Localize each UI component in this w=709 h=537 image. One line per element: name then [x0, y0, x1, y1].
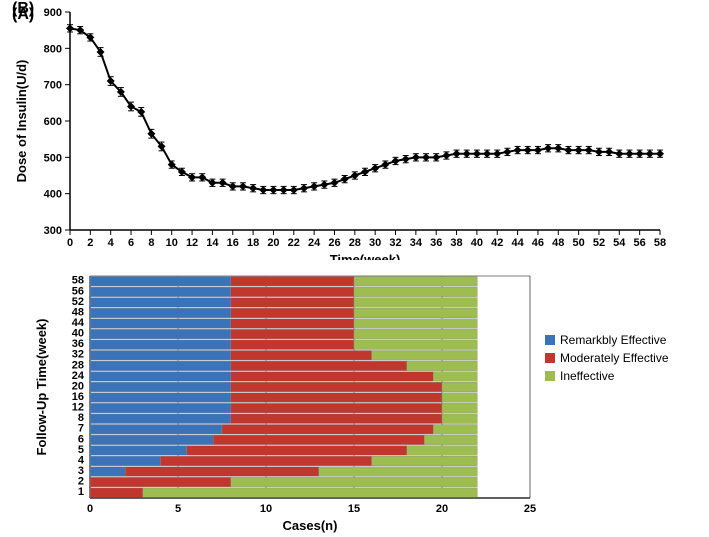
svg-text:18: 18 — [247, 237, 259, 249]
svg-text:4: 4 — [78, 454, 85, 466]
svg-text:6: 6 — [128, 237, 134, 249]
svg-text:44: 44 — [72, 317, 85, 329]
panel-b-chart: 0510152025123456781216202428323640444852… — [0, 260, 709, 537]
svg-text:3: 3 — [78, 465, 84, 477]
svg-text:52: 52 — [72, 296, 84, 308]
svg-text:28: 28 — [72, 359, 84, 371]
svg-text:56: 56 — [72, 285, 84, 297]
svg-text:56: 56 — [634, 237, 646, 249]
svg-text:12: 12 — [72, 402, 84, 414]
svg-text:48: 48 — [552, 237, 564, 249]
svg-text:7: 7 — [78, 423, 84, 435]
svg-text:25: 25 — [524, 503, 536, 515]
svg-text:0: 0 — [67, 237, 73, 249]
svg-text:24: 24 — [72, 370, 85, 382]
svg-text:40: 40 — [471, 237, 483, 249]
svg-text:Ineffective: Ineffective — [560, 369, 615, 383]
svg-text:300: 300 — [44, 225, 62, 237]
svg-text:40: 40 — [72, 328, 84, 340]
svg-text:36: 36 — [430, 237, 442, 249]
svg-text:52: 52 — [593, 237, 605, 249]
svg-text:5: 5 — [78, 444, 84, 456]
svg-text:58: 58 — [654, 237, 666, 249]
svg-text:1: 1 — [78, 486, 84, 498]
svg-text:20: 20 — [267, 237, 279, 249]
svg-text:36: 36 — [72, 338, 84, 350]
svg-text:800: 800 — [44, 43, 62, 55]
svg-text:900: 900 — [44, 7, 62, 19]
svg-text:30: 30 — [369, 237, 381, 249]
svg-text:32: 32 — [389, 237, 401, 249]
svg-text:400: 400 — [44, 189, 62, 201]
svg-text:24: 24 — [308, 237, 321, 249]
svg-text:2: 2 — [87, 237, 93, 249]
svg-text:50: 50 — [572, 237, 584, 249]
svg-text:8: 8 — [78, 412, 84, 424]
svg-text:22: 22 — [288, 237, 300, 249]
svg-text:16: 16 — [227, 237, 239, 249]
svg-text:20: 20 — [72, 380, 84, 392]
svg-text:28: 28 — [349, 237, 361, 249]
svg-text:15: 15 — [348, 503, 360, 515]
svg-text:38: 38 — [450, 237, 462, 249]
svg-text:26: 26 — [328, 237, 340, 249]
svg-text:16: 16 — [72, 391, 84, 403]
svg-text:600: 600 — [44, 116, 62, 128]
svg-text:42: 42 — [491, 237, 503, 249]
svg-text:Remarkbly Effective: Remarkbly Effective — [560, 333, 667, 347]
svg-text:44: 44 — [511, 237, 524, 249]
svg-text:48: 48 — [72, 306, 84, 318]
panel-a-chart: 3004005006007008009000246810121416182022… — [0, 0, 709, 260]
svg-text:46: 46 — [532, 237, 544, 249]
svg-text:12: 12 — [186, 237, 198, 249]
svg-text:58: 58 — [72, 275, 84, 287]
svg-text:4: 4 — [108, 237, 115, 249]
svg-text:20: 20 — [436, 503, 448, 515]
svg-text:Cases(n): Cases(n) — [283, 518, 338, 533]
svg-text:32: 32 — [72, 349, 84, 361]
svg-text:0: 0 — [87, 503, 93, 515]
svg-text:6: 6 — [78, 433, 84, 445]
svg-text:Time(week): Time(week) — [330, 252, 401, 260]
svg-text:54: 54 — [613, 237, 626, 249]
svg-text:8: 8 — [148, 237, 154, 249]
svg-text:2: 2 — [78, 476, 84, 488]
svg-text:Dose of Insulin(U/d): Dose of Insulin(U/d) — [14, 60, 29, 183]
svg-text:700: 700 — [44, 80, 62, 92]
svg-text:Moderately Effective: Moderately Effective — [560, 351, 669, 365]
svg-text:5: 5 — [175, 503, 181, 515]
svg-text:14: 14 — [206, 237, 219, 249]
svg-text:10: 10 — [260, 503, 272, 515]
figure-root: (A) (B) 30040050060070080090002468101214… — [0, 0, 709, 537]
svg-text:10: 10 — [166, 237, 178, 249]
svg-text:Follow-Up Time(week): Follow-Up Time(week) — [34, 319, 49, 456]
svg-text:34: 34 — [410, 237, 423, 249]
svg-text:500: 500 — [44, 152, 62, 164]
